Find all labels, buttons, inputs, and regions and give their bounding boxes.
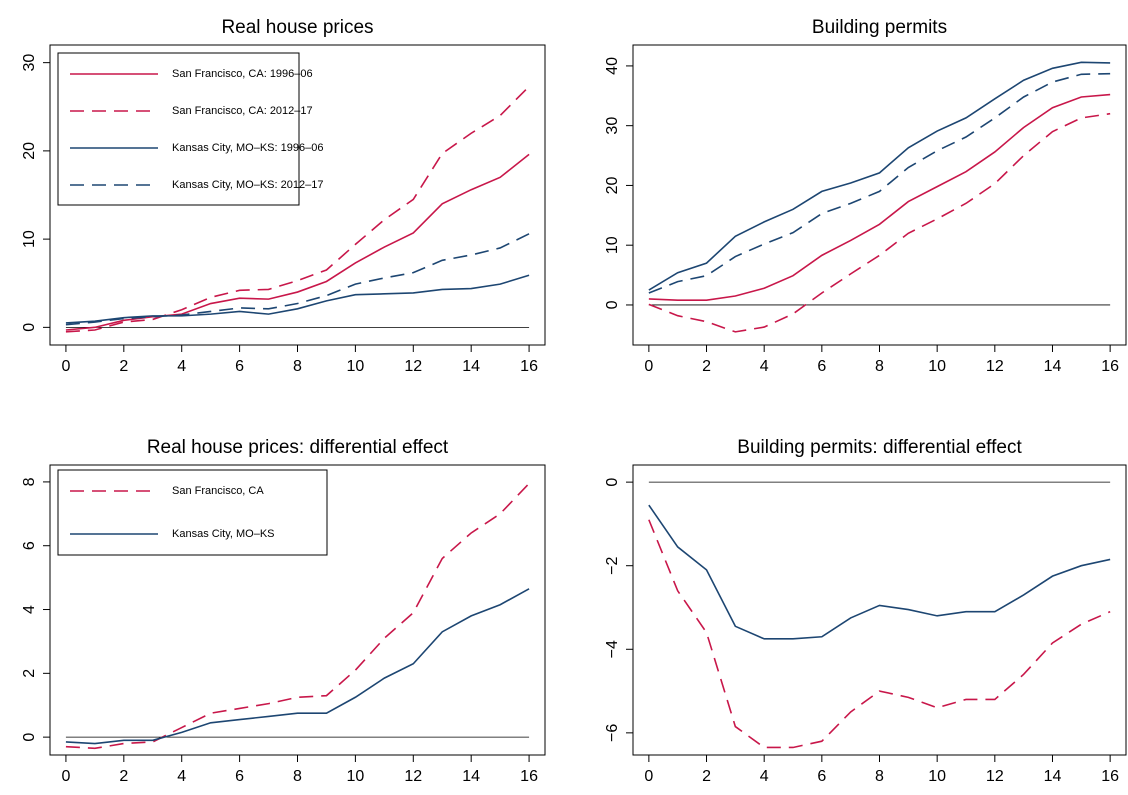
series-line	[648, 504, 1111, 640]
x-tick-label: 6	[235, 768, 244, 785]
legend-label: Kansas City, MO–KS: 2012–17	[172, 179, 323, 191]
x-tick-label: 6	[235, 358, 244, 375]
series-line	[65, 274, 530, 324]
y-tick-label: −2	[604, 556, 621, 574]
series-line	[65, 588, 530, 745]
series-line	[648, 112, 1111, 333]
y-tick-label: −6	[604, 724, 621, 742]
y-tick-label: 20	[21, 142, 38, 160]
x-tick-label: 0	[644, 768, 653, 785]
x-tick-label: 12	[404, 358, 422, 375]
chart-title: Real house prices: differential effect	[147, 437, 449, 458]
chart-title: Building permits: differential effect	[737, 437, 1022, 458]
y-tick-label: 30	[604, 117, 621, 135]
legend-label: Kansas City, MO–KS	[172, 528, 275, 540]
series-line	[65, 85, 530, 333]
y-tick-label: 30	[21, 54, 38, 72]
x-tick-label: 2	[119, 768, 128, 785]
y-tick-label: 4	[21, 605, 38, 614]
series-line	[648, 93, 1111, 301]
x-tick-label: 12	[986, 358, 1004, 375]
chart-title: Real house prices	[221, 17, 373, 38]
x-tick-label: 4	[177, 358, 186, 375]
x-tick-label: 0	[644, 358, 653, 375]
series-line	[648, 72, 1111, 294]
x-tick-label: 8	[293, 358, 302, 375]
x-tick-label: 16	[1101, 358, 1119, 375]
legend-box	[57, 469, 328, 556]
y-tick-label: 20	[604, 176, 621, 194]
x-tick-label: 6	[817, 358, 826, 375]
x-tick-label: 2	[702, 768, 711, 785]
x-tick-label: 10	[346, 358, 364, 375]
x-tick-label: 14	[462, 358, 480, 375]
x-tick-label: 4	[760, 768, 769, 785]
y-tick-label: 40	[604, 57, 621, 75]
x-tick-label: 8	[875, 768, 884, 785]
y-tick-label: 0	[604, 300, 621, 309]
x-tick-label: 8	[293, 768, 302, 785]
x-tick-label: 8	[875, 358, 884, 375]
y-tick-label: 0	[21, 733, 38, 742]
x-tick-label: 10	[346, 768, 364, 785]
plot-frame	[632, 464, 1127, 756]
series-line	[65, 482, 530, 750]
x-tick-label: 12	[404, 768, 422, 785]
y-tick-label: 10	[21, 230, 38, 248]
series-line	[648, 519, 1111, 749]
x-tick-label: 14	[1044, 358, 1062, 375]
legend-label: San Francisco, CA: 1996–06	[172, 68, 313, 80]
x-tick-label: 6	[817, 768, 826, 785]
x-tick-label: 10	[928, 358, 946, 375]
x-tick-label: 0	[61, 768, 70, 785]
x-tick-label: 10	[928, 768, 946, 785]
x-tick-label: 14	[1044, 768, 1062, 785]
y-tick-label: 2	[21, 669, 38, 678]
x-tick-label: 16	[520, 358, 538, 375]
x-tick-label: 0	[61, 358, 70, 375]
y-tick-label: 8	[21, 477, 38, 486]
chart-title: Building permits	[812, 17, 947, 38]
legend-label: Kansas City, MO–KS: 1996–06	[172, 142, 323, 154]
legend-box	[57, 52, 300, 206]
x-tick-label: 4	[760, 358, 769, 375]
x-tick-label: 16	[1101, 768, 1119, 785]
y-tick-label: 0	[604, 478, 621, 487]
series-line	[648, 61, 1111, 291]
y-tick-label: −4	[604, 640, 621, 658]
y-tick-label: 0	[21, 323, 38, 332]
x-tick-label: 2	[119, 358, 128, 375]
legend-label: San Francisco, CA	[172, 485, 264, 497]
y-tick-label: 10	[604, 236, 621, 254]
legend-label: San Francisco, CA: 2012–17	[172, 105, 313, 117]
y-tick-label: 6	[21, 541, 38, 550]
x-tick-label: 2	[702, 358, 711, 375]
series-line	[65, 233, 530, 326]
x-tick-label: 12	[986, 768, 1004, 785]
x-tick-label: 4	[177, 768, 186, 785]
x-tick-label: 16	[520, 768, 538, 785]
x-tick-label: 14	[462, 768, 480, 785]
